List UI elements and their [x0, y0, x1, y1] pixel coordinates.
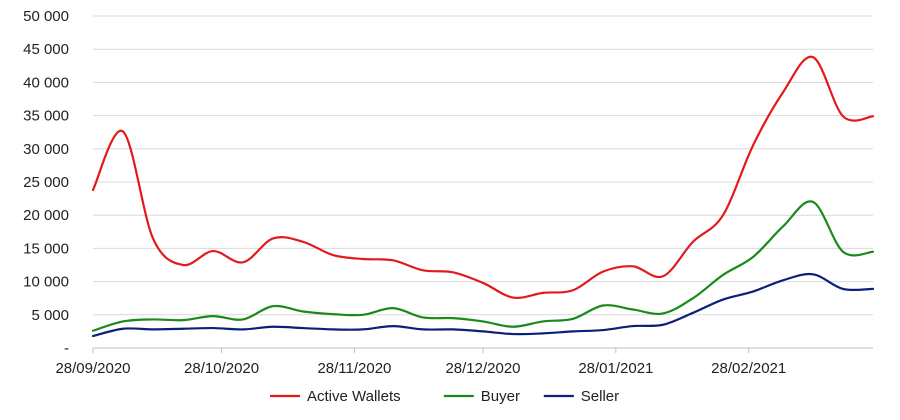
y-tick-label: 15 000: [23, 240, 69, 257]
series-lines: [91, 55, 875, 338]
legend-label-active-wallets: Active Wallets: [307, 388, 401, 405]
grid: [93, 15, 873, 316]
legend-label-seller: Seller: [581, 388, 619, 405]
x-tick-label: 28/11/2020: [317, 360, 391, 377]
axes: - 5 000 10 000 15 000 20 000 25 000 30 000 35 0…: [23, 8, 873, 377]
series-line-seller: [91, 272, 875, 338]
y-tick-label: 20 000: [23, 207, 69, 224]
y-tick-label: 50 000: [23, 8, 69, 25]
x-tick-label: 28/02/2021: [711, 360, 786, 377]
series-line-buyer: [91, 200, 875, 332]
y-tick-label: -: [64, 340, 69, 357]
y-tick-label: 45 000: [23, 41, 69, 58]
x-tick-label: 28/09/2020: [55, 360, 130, 377]
x-tick-label: 28/01/2021: [578, 360, 653, 377]
y-tick-label: 30 000: [23, 141, 69, 158]
y-tick-label: 5 000: [31, 307, 69, 324]
legend-label-buyer: Buyer: [481, 388, 520, 405]
series-line-active-wallets: [91, 55, 875, 299]
y-tick-label: 40 000: [23, 74, 69, 91]
y-tick-label: 25 000: [23, 174, 69, 191]
x-tick-label: 28/10/2020: [184, 360, 259, 377]
y-tick-label: 10 000: [23, 274, 69, 291]
x-tick-label: 28/12/2020: [445, 360, 520, 377]
y-tick-label: 35 000: [23, 108, 69, 125]
legend: Active Wallets Buyer Seller: [270, 388, 619, 405]
